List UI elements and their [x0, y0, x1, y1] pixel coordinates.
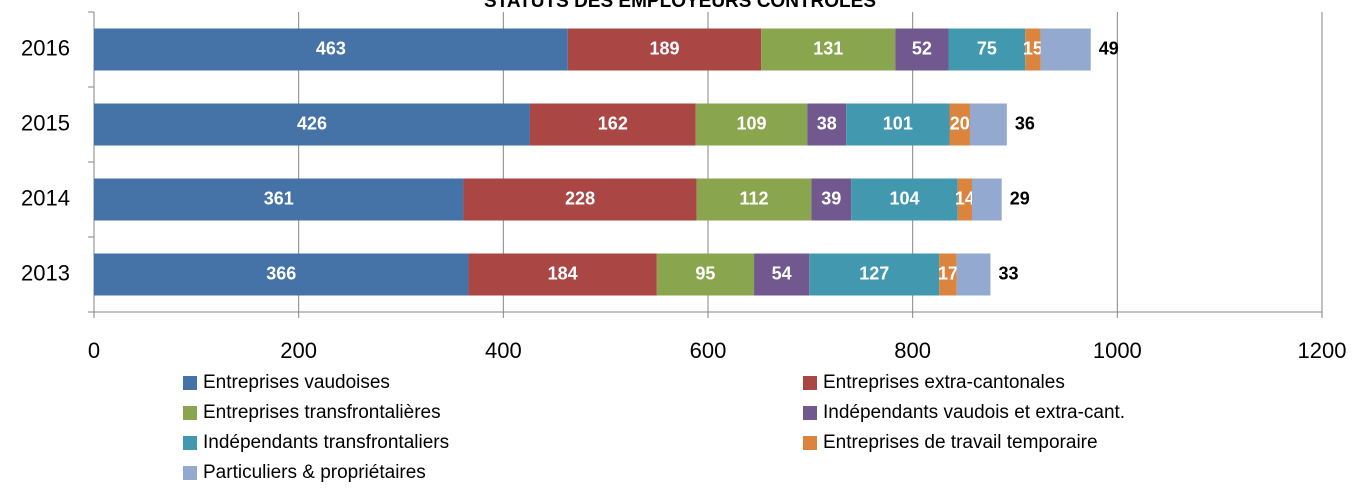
bar-segment — [567, 28, 762, 71]
bar-segment — [972, 178, 1002, 221]
legend-swatch — [803, 436, 817, 450]
data-label: 29 — [1010, 188, 1030, 208]
data-label: 38 — [817, 113, 837, 133]
data-label: 162 — [598, 113, 628, 133]
bar-segment — [94, 178, 464, 221]
data-label: 36 — [1015, 113, 1035, 133]
data-label: 366 — [266, 263, 296, 283]
data-label: 15 — [1023, 38, 1043, 58]
legend-label: Indépendants vaudois et extra-cant. — [823, 402, 1125, 423]
bar-segment — [656, 253, 755, 296]
data-label: 228 — [565, 188, 595, 208]
legend-swatch — [183, 376, 197, 390]
bar-segment — [1025, 28, 1041, 71]
bar-segment — [851, 178, 958, 221]
legend-swatch — [803, 406, 817, 420]
x-tick-label: 200 — [280, 338, 317, 363]
bar-segment — [94, 253, 469, 296]
bar-segment — [969, 103, 1007, 146]
data-label: 33 — [998, 263, 1018, 283]
data-label: 131 — [813, 38, 843, 58]
data-label: 426 — [297, 113, 327, 133]
y-tick-label: 2013 — [21, 260, 70, 285]
data-label: 463 — [316, 38, 346, 58]
legend-label: Entreprises transfrontalières — [203, 402, 441, 423]
y-tick-label: 2015 — [21, 110, 70, 135]
bar-segment — [957, 178, 973, 221]
bar-segment — [754, 253, 810, 296]
bar-segment — [696, 178, 812, 221]
bar-segment — [529, 103, 696, 146]
data-label: 184 — [548, 263, 578, 283]
x-tick-label: 0 — [88, 338, 100, 363]
x-tick-label: 1000 — [1093, 338, 1142, 363]
data-label: 112 — [740, 188, 769, 208]
data-label: 101 — [883, 113, 913, 133]
legend-label: Indépendants transfrontaliers — [203, 432, 449, 453]
y-tick-label: 2014 — [21, 185, 70, 210]
bar-segment — [811, 178, 852, 221]
legend-swatch — [183, 406, 197, 420]
bar-segment — [807, 103, 847, 146]
bar-segment — [948, 28, 1026, 71]
data-label: 49 — [1099, 38, 1119, 58]
legend-label: Entreprises vaudoises — [203, 372, 390, 393]
data-label: 127 — [859, 263, 889, 283]
data-label: 95 — [695, 263, 715, 283]
data-label: 109 — [736, 113, 766, 133]
y-tick-label: 2016 — [21, 35, 70, 60]
bar-segment — [956, 253, 991, 296]
bar-segment — [695, 103, 808, 146]
data-label: 17 — [938, 263, 958, 283]
data-label: 189 — [649, 38, 679, 58]
bar-segment — [939, 253, 957, 296]
data-label: 75 — [977, 38, 997, 58]
x-tick-label: 1200 — [1298, 338, 1347, 363]
legend-swatch — [183, 436, 197, 450]
x-tick-label: 800 — [894, 338, 931, 363]
bar-segment — [846, 103, 950, 146]
x-tick-label: 600 — [690, 338, 727, 363]
data-label: 39 — [821, 188, 841, 208]
data-label: 20 — [950, 113, 970, 133]
bar-segment — [1040, 28, 1091, 71]
bar-segment — [468, 253, 657, 296]
chart-title: STATUTS DES EMPLOYEURS CONTRÔLÉS — [484, 0, 876, 12]
bar-segment — [94, 28, 568, 71]
bar-segment — [895, 28, 949, 71]
x-tick-label: 400 — [485, 338, 522, 363]
legend-label: Entreprises extra-cantonales — [823, 372, 1065, 393]
bar-segment — [94, 103, 530, 146]
legend-label: Entreprises de travail temporaire — [823, 432, 1098, 453]
data-label: 52 — [912, 38, 932, 58]
bar-segment — [809, 253, 940, 296]
data-label: 54 — [772, 263, 792, 283]
data-label: 14 — [955, 188, 975, 208]
data-label: 104 — [889, 188, 919, 208]
legend-swatch — [183, 466, 197, 480]
bar-segment — [463, 178, 697, 221]
legend-swatch — [803, 376, 817, 390]
bar-segment — [949, 103, 970, 146]
legend-label: Particuliers & propriétaires — [203, 462, 426, 483]
bar-segment — [761, 28, 896, 71]
data-label: 361 — [264, 188, 294, 208]
